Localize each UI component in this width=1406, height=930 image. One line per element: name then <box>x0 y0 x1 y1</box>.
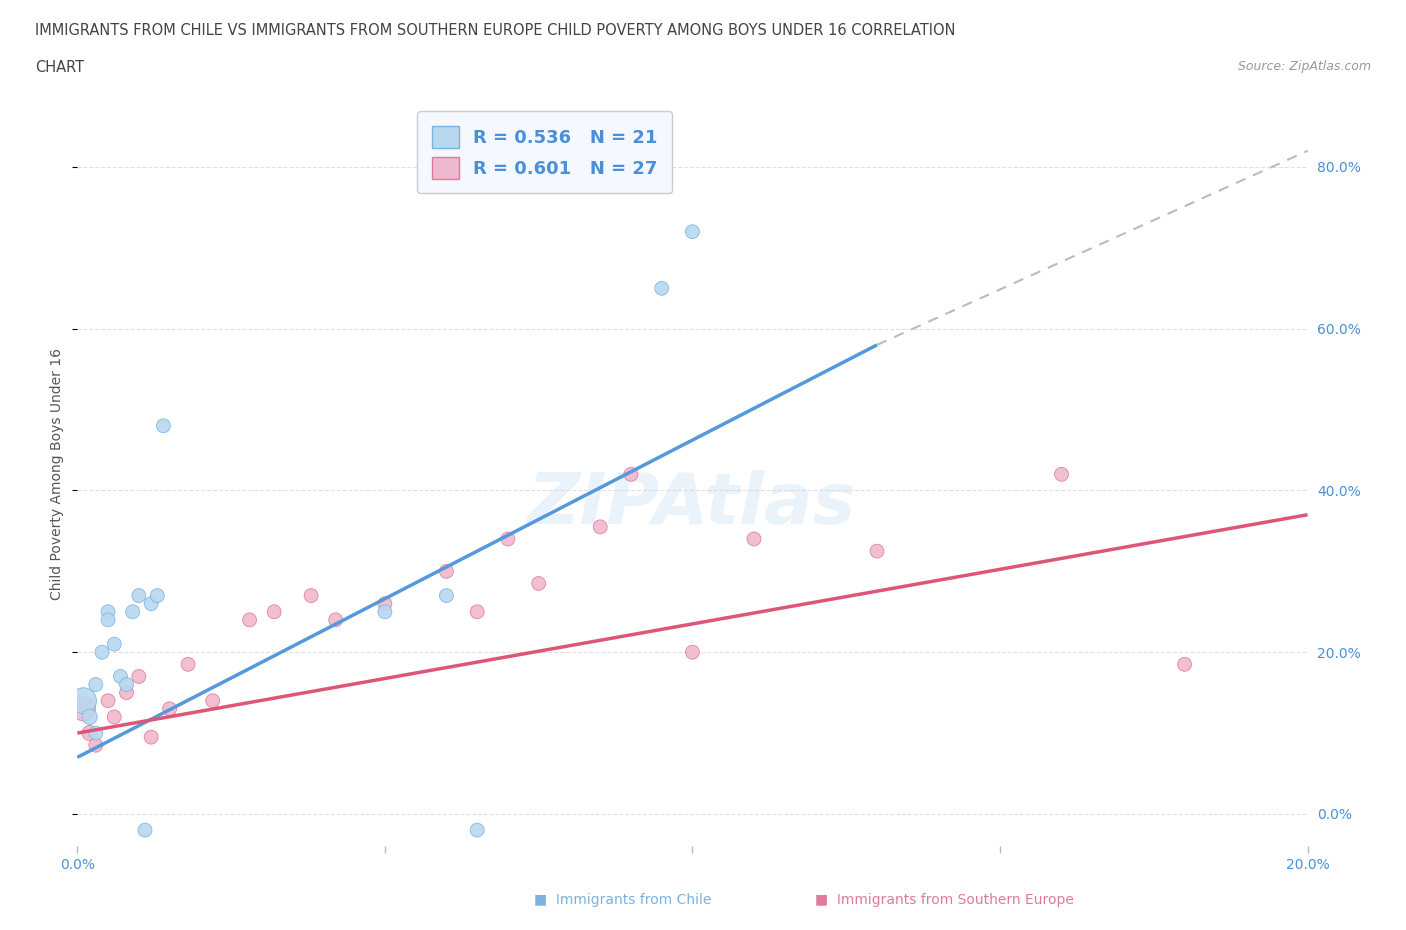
Point <box>79 710 101 724</box>
Point <box>90 644 114 659</box>
Point <box>620 467 643 482</box>
Text: Source: ZipAtlas.com: Source: ZipAtlas.com <box>1237 60 1371 73</box>
Point <box>103 710 125 724</box>
Point <box>325 613 347 628</box>
Text: IMMIGRANTS FROM CHILE VS IMMIGRANTS FROM SOUTHERN EUROPE CHILD POVERTY AMONG BOY: IMMIGRANTS FROM CHILE VS IMMIGRANTS FROM… <box>35 23 956 38</box>
Point <box>97 604 120 619</box>
Point <box>496 532 519 547</box>
Point <box>682 224 704 239</box>
Point <box>374 604 396 619</box>
Point <box>72 701 94 716</box>
Point <box>103 637 125 652</box>
Point <box>141 730 163 745</box>
Point <box>141 596 163 611</box>
Point <box>239 613 262 628</box>
Point <box>121 604 143 619</box>
Point <box>152 418 174 433</box>
Point <box>97 693 120 708</box>
Point <box>866 544 889 559</box>
Point <box>527 576 550 591</box>
Point <box>651 281 673 296</box>
Point <box>128 588 150 603</box>
Point <box>589 520 612 535</box>
Point <box>146 588 169 603</box>
Point <box>436 564 458 578</box>
Point <box>115 685 138 700</box>
Point <box>79 725 101 740</box>
Point <box>177 657 200 671</box>
Point <box>97 613 120 628</box>
Point <box>1050 467 1073 482</box>
Point <box>110 669 132 684</box>
Point <box>134 823 156 838</box>
Point <box>72 693 94 708</box>
Point <box>682 644 704 659</box>
Point <box>465 604 488 619</box>
Point <box>115 677 138 692</box>
Point <box>84 677 107 692</box>
Point <box>436 588 458 603</box>
Y-axis label: Child Poverty Among Boys Under 16: Child Poverty Among Boys Under 16 <box>51 349 65 600</box>
Point <box>84 725 107 740</box>
Point <box>159 701 181 716</box>
Text: ■  Immigrants from Southern Europe: ■ Immigrants from Southern Europe <box>815 893 1074 907</box>
Point <box>128 669 150 684</box>
Point <box>84 737 107 752</box>
Text: ZIPAtlas: ZIPAtlas <box>529 470 856 538</box>
Text: ■  Immigrants from Chile: ■ Immigrants from Chile <box>534 893 711 907</box>
Point <box>374 596 396 611</box>
Point <box>1174 657 1197 671</box>
Point <box>742 532 765 547</box>
Legend: R = 0.536   N = 21, R = 0.601   N = 27: R = 0.536 N = 21, R = 0.601 N = 27 <box>418 112 672 193</box>
Point <box>263 604 285 619</box>
Point <box>299 588 322 603</box>
Point <box>465 823 488 838</box>
Point <box>201 693 224 708</box>
Text: CHART: CHART <box>35 60 84 75</box>
